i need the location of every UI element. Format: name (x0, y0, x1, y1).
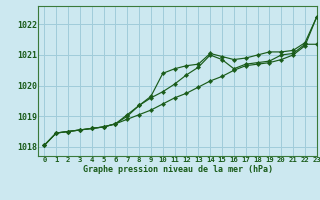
X-axis label: Graphe pression niveau de la mer (hPa): Graphe pression niveau de la mer (hPa) (83, 165, 273, 174)
